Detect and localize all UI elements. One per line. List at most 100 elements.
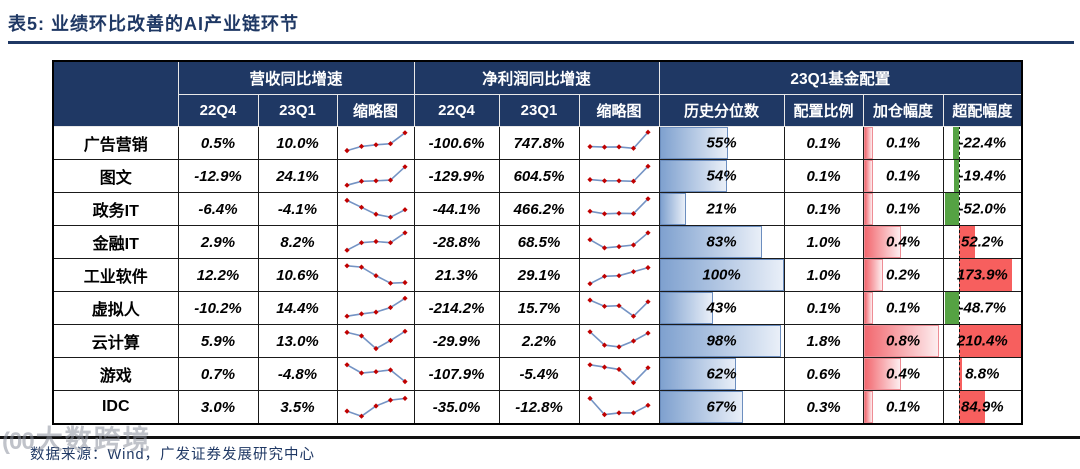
- alloc-ratio-value: 1.0%: [783, 225, 864, 259]
- add-amount-cell: 0.1%: [862, 126, 944, 160]
- header-overweight: 超配幅度: [942, 94, 1023, 127]
- zero-axis-line: [959, 391, 961, 424]
- page-title: 表5: 业绩环比改善的AI产业链环节: [8, 14, 300, 34]
- header-row-label-blank: [52, 60, 179, 127]
- table-row: 云计算 5.9% 13.0% -29.9% 2.2% 98% 1.8% 0.8% 210.…: [52, 324, 1023, 358]
- row-label: 云计算: [52, 324, 179, 358]
- rev-22q4-value: 0.5%: [177, 126, 259, 160]
- row-label: 虚拟人: [52, 291, 179, 325]
- data-source-note: 数据来源：Wind，广发证券发展研究中心: [30, 447, 316, 463]
- percentile-bar: [660, 391, 743, 423]
- rev-23q1-value: 24.1%: [257, 159, 338, 193]
- header-rev-sparkline: 缩略图: [336, 94, 415, 127]
- data-table-wrapper: 营收同比增速 净利润同比增速 23Q1基金配置 22Q4 23Q1 缩略图 22…: [52, 60, 1024, 425]
- np-23q1-value: 2.2%: [498, 324, 580, 358]
- revenue-sparkline: [336, 291, 415, 325]
- np-22q4-value: -35.0%: [413, 390, 500, 425]
- net-profit-sparkline: [578, 390, 660, 425]
- add-amount-cell: 0.4%: [862, 225, 944, 259]
- percentile-bar: [660, 226, 763, 258]
- percentile-value: 21%: [706, 200, 737, 218]
- add-amount-bar: [864, 292, 874, 324]
- zero-axis-line: [959, 160, 961, 192]
- header-history-percentile: 历史分位数: [658, 94, 785, 127]
- revenue-sparkline: [336, 126, 415, 160]
- zero-axis-line: [959, 226, 961, 258]
- percentile-value: 55%: [706, 134, 737, 152]
- data-table: 营收同比增速 净利润同比增速 23Q1基金配置 22Q4 23Q1 缩略图 22…: [52, 60, 1024, 425]
- np-23q1-value: 747.8%: [498, 126, 580, 160]
- row-label: 图文: [52, 159, 179, 193]
- overweight-bar: [959, 358, 962, 390]
- add-amount-value: 0.1%: [885, 200, 921, 218]
- overweight-cell: 84.9%: [942, 390, 1023, 425]
- add-amount-bar: [864, 358, 902, 390]
- table-row: 工业软件 12.2% 10.6% 21.3% 29.1% 100% 1.0% 0.2% 1…: [52, 258, 1023, 292]
- add-amount-value: 0.1%: [885, 167, 921, 185]
- np-22q4-value: 21.3%: [413, 258, 500, 292]
- add-amount-value: 0.1%: [885, 398, 921, 416]
- add-amount-bar: [864, 325, 940, 357]
- np-23q1-value: 29.1%: [498, 258, 580, 292]
- rev-22q4-value: 5.9%: [177, 324, 259, 358]
- title-underline: [8, 41, 1074, 44]
- np-23q1-value: -5.4%: [498, 357, 580, 391]
- zero-axis-line: [959, 358, 961, 390]
- np-23q1-value: 466.2%: [498, 192, 580, 226]
- net-profit-sparkline: [578, 258, 660, 292]
- row-label: 广告营销: [52, 126, 179, 160]
- revenue-sparkline: [336, 192, 415, 226]
- table-body: 广告营销 0.5% 10.0% -100.6% 747.8% 55% 0.1% 0.1% …: [52, 126, 1023, 425]
- rev-23q1-value: 10.6%: [257, 258, 338, 292]
- np-22q4-value: -129.9%: [413, 159, 500, 193]
- alloc-ratio-value: 0.6%: [783, 357, 864, 391]
- overweight-bar: [944, 193, 960, 225]
- footer-divider: [0, 436, 1080, 439]
- add-amount-bar: [864, 127, 874, 159]
- rev-22q4-value: 2.9%: [177, 225, 259, 259]
- add-amount-cell: 0.8%: [862, 324, 944, 358]
- percentile-value: 83%: [706, 233, 737, 251]
- rev-23q1-value: -4.8%: [257, 357, 338, 391]
- history-percentile-cell: 21%: [658, 192, 785, 226]
- overweight-cell: -52.0%: [942, 192, 1023, 226]
- add-amount-bar: [864, 160, 874, 192]
- table-row: 虚拟人 -10.2% 14.4% -214.2% 15.7% 43% 0.1% 0.1% …: [52, 291, 1023, 325]
- row-label: 工业软件: [52, 258, 179, 292]
- overweight-value: -19.4%: [958, 167, 1007, 185]
- zero-axis-line: [959, 193, 961, 225]
- table-row: 游戏 0.7% -4.8% -107.9% -5.4% 62% 0.6% 0.4% 8.8…: [52, 357, 1023, 391]
- header-rev-22q4: 22Q4: [177, 94, 259, 127]
- add-amount-cell: 0.1%: [862, 192, 944, 226]
- net-profit-sparkline: [578, 324, 660, 358]
- percentile-value: 62%: [706, 365, 737, 383]
- history-percentile-cell: 54%: [658, 159, 785, 193]
- np-22q4-value: -44.1%: [413, 192, 500, 226]
- rev-22q4-value: -12.9%: [177, 159, 259, 193]
- net-profit-sparkline: [578, 291, 660, 325]
- rev-23q1-value: 14.4%: [257, 291, 338, 325]
- history-percentile-cell: 83%: [658, 225, 785, 259]
- header-add-amount: 加仓幅度: [862, 94, 944, 127]
- header-np-sparkline: 缩略图: [578, 94, 660, 127]
- overweight-bar: [944, 292, 960, 324]
- add-amount-bar: [864, 193, 874, 225]
- row-label: 金融IT: [52, 225, 179, 259]
- percentile-value: 100%: [702, 266, 741, 284]
- add-amount-value: 0.2%: [885, 266, 921, 284]
- np-23q1-value: -12.8%: [498, 390, 580, 425]
- overweight-cell: 52.2%: [942, 225, 1023, 259]
- add-amount-value: 0.4%: [885, 365, 921, 383]
- header-np-23q1: 23Q1: [498, 94, 580, 127]
- rev-23q1-value: 10.0%: [257, 126, 338, 160]
- add-amount-value: 0.1%: [885, 299, 921, 317]
- history-percentile-cell: 67%: [658, 390, 785, 425]
- zero-axis-line: [959, 292, 961, 324]
- revenue-sparkline: [336, 324, 415, 358]
- np-22q4-value: -214.2%: [413, 291, 500, 325]
- header-group-revenue: 营收同比增速: [177, 60, 415, 95]
- table-row: 政务IT -6.4% -4.1% -44.1% 466.2% 21% 0.1% 0.1% …: [52, 192, 1023, 226]
- net-profit-sparkline: [578, 126, 660, 160]
- overweight-cell: -19.4%: [942, 159, 1023, 193]
- rev-22q4-value: 3.0%: [177, 390, 259, 425]
